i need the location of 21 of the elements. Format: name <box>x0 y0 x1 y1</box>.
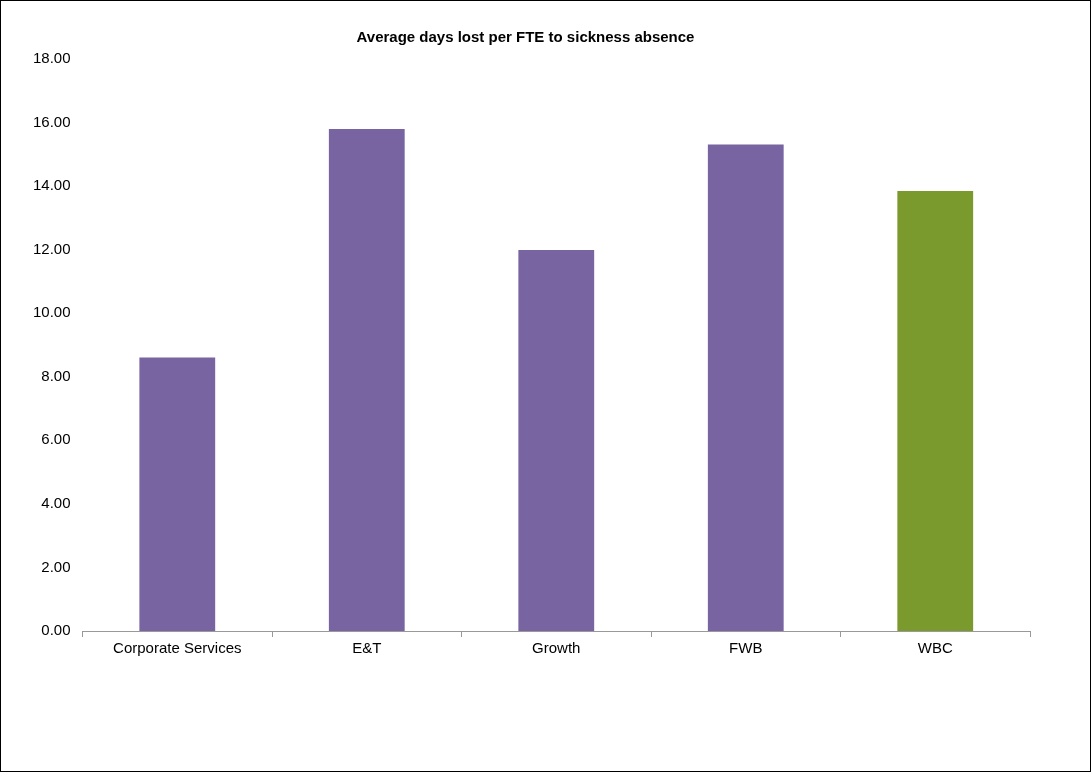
x-tick-label: E&T <box>352 639 382 657</box>
bar <box>897 190 974 631</box>
bar <box>518 249 595 631</box>
y-tick-label: 16.00 <box>32 112 71 130</box>
y-tick-label: 2.00 <box>41 557 71 575</box>
y-tick-label: 10.00 <box>32 303 71 321</box>
y-tick-label: 8.00 <box>41 366 71 384</box>
x-tick-label: WBC <box>917 639 953 657</box>
bar <box>139 357 216 631</box>
y-tick-label: 18.00 <box>32 49 71 67</box>
y-tick-label: 12.00 <box>32 239 71 257</box>
x-tick-label: FWB <box>729 639 763 657</box>
x-tick-label: Growth <box>532 639 581 657</box>
bar <box>707 144 784 631</box>
y-tick-label: 6.00 <box>41 430 71 448</box>
bar <box>328 128 405 631</box>
y-tick-label: 4.00 <box>41 494 71 512</box>
chart-title: Average days lost per FTE to sickness absence <box>356 28 695 46</box>
x-tick-label: Corporate Services <box>113 639 242 657</box>
y-tick-label: 0.00 <box>41 621 71 639</box>
y-tick-label: 14.00 <box>32 176 71 194</box>
